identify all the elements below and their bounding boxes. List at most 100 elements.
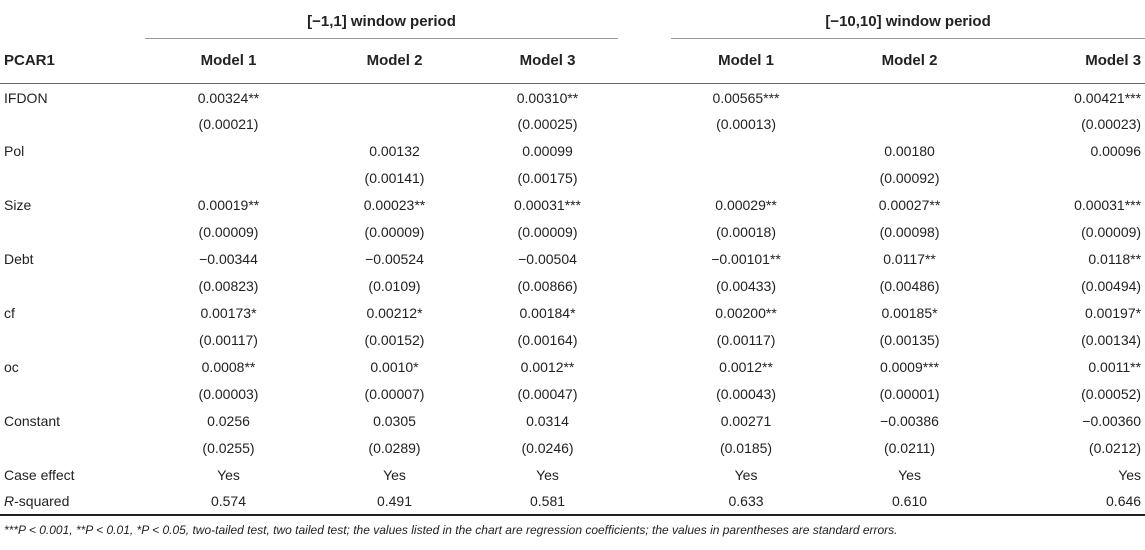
table-cell: 0.0305 <box>373 412 416 429</box>
table-cell: 0.610 <box>892 493 928 509</box>
table-cell: −0.00101** <box>711 250 781 267</box>
row-label <box>0 380 145 407</box>
table-cell: 0.00271 <box>720 412 772 429</box>
table-cell <box>821 83 998 110</box>
table-cell <box>998 164 1145 191</box>
row-label <box>0 326 145 353</box>
group-header-row: [−1,1] window period [−10,10] window per… <box>0 5 1145 39</box>
table-cell: 0.0118** <box>1088 250 1142 267</box>
model-header: Model 1 <box>200 52 257 69</box>
table-cell: 0.0008** <box>201 358 256 375</box>
table-cell: 0.633 <box>728 493 764 509</box>
table-cell: (0.00117) <box>199 331 258 348</box>
table-cell: 0.00029** <box>715 196 777 213</box>
table-cell: 0.646 <box>1106 493 1142 509</box>
table-cell: (0.00009) <box>517 223 578 240</box>
table-cell: (0.0185) <box>719 439 773 456</box>
table-cell: (0.00003) <box>198 385 259 402</box>
table-cell <box>671 164 821 191</box>
table-cell: 0.0012** <box>520 358 575 375</box>
table-cell: −0.00524 <box>365 250 424 267</box>
table-cell: (0.00175) <box>517 169 578 186</box>
table-cell: Yes <box>898 466 921 483</box>
table-cell: −0.00386 <box>880 412 939 429</box>
row-label <box>0 110 145 137</box>
table-cell: (0.00009) <box>198 223 259 240</box>
table-cell: (0.00823) <box>198 277 259 294</box>
table-cell: (0.00007) <box>364 385 425 402</box>
table-row: (0.0255) (0.0289) (0.0246) (0.0185) (0.0211)… <box>0 434 1145 461</box>
model-header: Model 1 <box>718 52 774 69</box>
table-cell: (0.00486) <box>879 277 940 294</box>
table-cell: 0.0012** <box>719 358 773 375</box>
table-cell: (0.00152) <box>364 331 425 348</box>
table-cell <box>145 164 312 191</box>
table-cell: 0.00565*** <box>712 89 780 106</box>
table-cell: 0.581 <box>529 493 566 509</box>
model-header: Model 2 <box>881 52 938 69</box>
table-cell: 0.00184* <box>519 304 576 321</box>
table-row: oc 0.0008** 0.0010* 0.0012** 0.0012** 0.0009*… <box>0 353 1145 380</box>
table-cell: 0.00023** <box>363 196 426 213</box>
model-header: Model 3 <box>519 52 576 69</box>
table-cell: (0.00433) <box>716 277 776 294</box>
table-cell <box>312 83 477 110</box>
table-cell: (0.00866) <box>517 277 578 294</box>
table-cell: (0.00117) <box>716 331 776 348</box>
table-cell: Yes <box>217 466 240 483</box>
table-cell: (0.00141) <box>364 169 425 186</box>
table-row: (0.00117) (0.00152) (0.00164) (0.00117) (0.0… <box>0 326 1145 353</box>
table-cell: 0.00173* <box>200 304 257 321</box>
table-cell: (0.00494) <box>1081 277 1142 294</box>
table-cell: (0.0246) <box>521 439 574 456</box>
row-label <box>0 272 145 299</box>
table-cell: (0.00021) <box>198 115 259 132</box>
table-cell: −0.00360 <box>1082 412 1142 429</box>
row-header-label: PCAR1 <box>4 51 55 69</box>
table-cell: 0.00180 <box>884 142 935 159</box>
table-cell: 0.0010* <box>370 358 419 375</box>
table-cell: 0.0011** <box>1088 358 1142 375</box>
table-cell: Yes <box>734 466 758 483</box>
table-row: cf 0.00173* 0.00212* 0.00184* 0.00200** 0.001… <box>0 299 1145 326</box>
table-cell: 0.00099 <box>522 142 573 159</box>
row-label <box>0 434 145 461</box>
table-cell: (0.00025) <box>517 115 578 132</box>
table-cell: (0.0211) <box>883 439 936 456</box>
row-label-italic: R <box>4 493 15 509</box>
row-label: Debt <box>4 250 34 267</box>
table-cell: 0.00019** <box>197 196 260 213</box>
table-cell: −0.00504 <box>518 250 577 267</box>
table-cell: (0.00023) <box>1081 115 1142 132</box>
table-cell: 0.574 <box>210 493 247 509</box>
table-row: (0.00003) (0.00007) (0.00047) (0.00043) (0.0… <box>0 380 1145 407</box>
table-body: IFDON 0.00324** 0.00310** 0.00565*** 0.00421… <box>0 83 1145 515</box>
table-cell: (0.0212) <box>1088 439 1142 456</box>
model-header: Model 3 <box>1085 52 1142 69</box>
table-row: Size 0.00019** 0.00023** 0.00031*** 0.00029*… <box>0 191 1145 218</box>
group-header-short-window: [−1,1] window period <box>145 5 619 39</box>
model-header-row: PCAR1 Model 1 Model 2 Model 3 Model 1 Mo… <box>0 38 1145 83</box>
table-row: Pol 0.00132 0.00099 0.00180 0.00096 <box>0 137 1145 164</box>
table-row: (0.00823) (0.0109) (0.00866) (0.00433) (0.00… <box>0 272 1145 299</box>
table-row: Case effect Yes Yes Yes Yes Yes Yes <box>0 461 1145 488</box>
table-cell: 0.00027** <box>878 196 941 213</box>
regression-table: [−1,1] window period [−10,10] window per… <box>0 5 1145 516</box>
table-cell: (0.00018) <box>716 223 776 240</box>
table-cell <box>312 110 477 137</box>
table-cell <box>145 137 312 164</box>
table-row: IFDON 0.00324** 0.00310** 0.00565*** 0.00421… <box>0 83 1145 110</box>
row-label: Case effect <box>4 466 75 483</box>
row-label: IFDON <box>4 89 48 106</box>
table-cell <box>671 137 821 164</box>
table-cell: 0.0256 <box>207 412 250 429</box>
row-label: cf <box>4 304 15 321</box>
row-label: R-squared <box>0 488 145 515</box>
row-label <box>0 164 145 191</box>
table-cell <box>821 110 998 137</box>
table-cell: 0.00185* <box>881 304 938 321</box>
row-label-text: -squared <box>14 493 70 509</box>
table-cell: (0.00052) <box>1081 385 1142 402</box>
table-cell: −0.00344 <box>199 250 258 267</box>
